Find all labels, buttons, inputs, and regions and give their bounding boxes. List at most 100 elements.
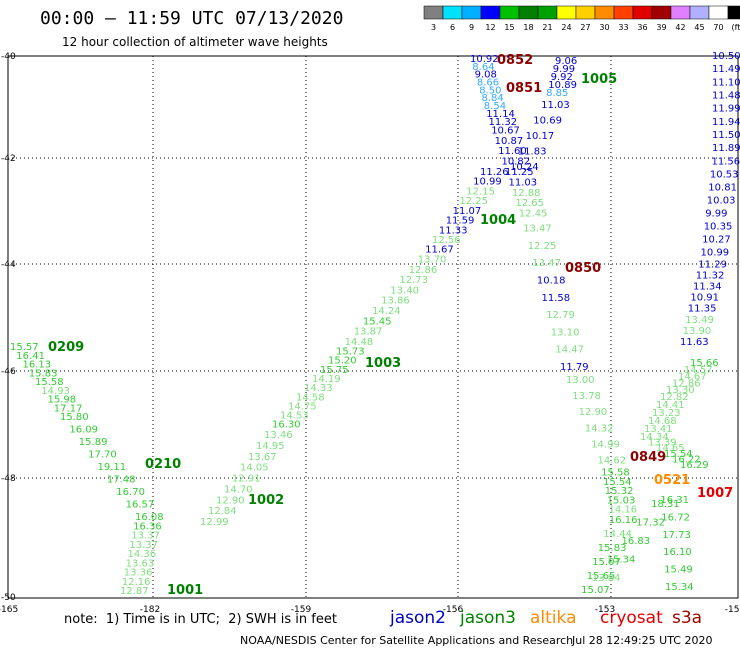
wave-height-value: 14.57 [684,365,713,376]
y-tick-label: -42 [1,154,16,164]
wave-height-value: 15.54 [664,449,693,460]
wave-height-value: 16.36 [133,521,162,532]
wave-height-value: 13.41 [644,424,673,435]
wave-height-value: 11.35 [688,304,717,315]
wave-height-value: 11.03 [541,100,570,111]
wave-height-value: 11.10 [712,77,740,88]
wave-height-value: 11.14 [486,109,515,120]
wave-height-value: 15.34 [665,582,694,593]
colorbar-label: 15 [504,23,514,32]
wave-height-value: 12.86 [672,378,701,389]
wave-height-value: 13.46 [264,430,293,441]
legend-jason3: jason3 [460,608,516,628]
wave-height-value: 14.34 [640,432,669,443]
wave-height-value: 10.69 [533,115,562,126]
wave-height-value: 10.50 [712,51,740,62]
pass-time-label: 0850 [565,261,601,276]
wave-height-value: 14.05 [240,463,269,474]
wave-height-value: 10.87 [495,136,524,147]
legend-jason2: jason2 [390,608,446,628]
wave-height-value: 13.84 [592,573,621,584]
colorbar-swatch [575,5,596,20]
wave-height-value: 11.94 [712,117,740,128]
wave-height-value: 15.57 [10,342,39,353]
wave-height-value: 8.54 [484,101,506,112]
wave-height-value: 10.53 [710,169,739,180]
wave-height-value: 17.17 [54,403,83,414]
wave-height-value: 10.99 [473,177,502,188]
wave-height-value: 17.70 [88,450,117,461]
footer-timestamp: Jul 28 12:49:25 UTC 2020 [572,634,713,647]
wave-height-value: 13.37 [129,540,158,551]
wave-height-value: 12.73 [399,275,428,286]
satellite-tracks: 15.5716.4116.1315.8315.5814.9315.9817.17… [10,51,740,597]
wave-height-value: 14.75 [288,401,317,412]
colorbar-swatch [480,5,501,20]
wave-height-value: 11.50 [712,130,740,141]
wave-height-value: 15.20 [328,356,357,367]
colorbar-swatch [670,5,691,20]
wave-height-value: 12.90 [579,407,608,418]
colorbar-swatch [689,5,710,20]
wave-height-value: 15.83 [29,368,58,379]
wave-height-value: 15.54 [603,477,632,488]
colorbar-label: 42 [675,23,685,32]
colorbar-swatch [442,5,463,20]
wave-height-value: 15.58 [601,468,630,479]
wave-height-value: 15.89 [79,437,108,448]
wave-height-value: 14.36 [128,549,157,560]
wave-height-value: 12.99 [200,517,229,528]
wave-height-value: 14.67 [678,372,707,383]
wave-height-value: 16.30 [272,420,301,431]
wave-height-value: 14.32 [585,423,614,434]
wave-height-value: 12.84 [208,506,237,517]
wave-height-value: 11.79 [560,362,589,373]
wave-height-value: 11.60 [498,146,527,157]
wave-height-value: 13.39 [648,438,677,449]
wave-height-value: 10.17 [526,131,555,142]
colorbar-label: (ft) [731,23,740,32]
wave-height-value: 14.44 [603,529,632,540]
wave-height-value: 14.41 [656,400,685,411]
colorbar-swatch [537,5,558,20]
x-tick-label: -182 [140,605,160,615]
wave-height-value: 11.25 [505,167,534,178]
wave-height-value: 14.62 [598,456,627,467]
wave-height-value: 11.58 [542,293,571,304]
x-tick-label: -165 [0,605,18,615]
wave-height-value: 14.19 [312,374,341,385]
pass-time-labels: 0209 0210 1001 1002 1003 1004 1005 0850 0851 0852… [48,53,733,598]
wave-height-value: 12.88 [512,188,541,199]
wave-height-value: 15.58 [35,377,64,388]
wave-height-value: 11.32 [696,271,725,282]
wave-height-value: 15.65 [587,571,616,582]
pass-time-label: 1007 [697,486,733,501]
colorbar-swatch [708,5,729,20]
wave-height-value: 16.08 [135,512,164,523]
wave-height-value: 8.64 [472,62,494,73]
wave-height-value: 12.87 [120,586,149,597]
wave-height-value: 16.22 [672,454,701,465]
y-tick-label: -46 [1,367,16,377]
wave-height-value: 13.47 [532,258,561,269]
wave-height-value: 16.72 [661,512,690,523]
wave-height-value: 11.33 [439,225,468,236]
colorbar-swatch [727,5,740,20]
wave-height-value: 9.92 [551,72,573,83]
wave-height-value: 12.91 [232,474,261,485]
y-tick-label: -44 [1,260,16,270]
colorbar-swatch [632,5,653,20]
pass-time-label: 1001 [167,583,203,598]
wave-height-value: 13.70 [418,255,447,266]
wave-height-value: 10.89 [548,80,577,91]
colorbar-swatch [423,5,444,20]
wave-height-value: 13.10 [551,327,580,338]
wave-height-value: 12.86 [409,265,438,276]
wave-height-value: 10.92 [470,54,499,65]
map-title: 00:00 – 11:59 UTC 07/13/2020 [40,8,344,29]
footer-credit: NOAA/NESDIS Center for Satellite Applica… [240,634,574,647]
colorbar-label: 18 [523,23,533,32]
wave-height-value: 16.16 [609,515,638,526]
wave-height-value: 9.06 [555,56,577,67]
wave-height-value: 13.00 [566,375,595,386]
